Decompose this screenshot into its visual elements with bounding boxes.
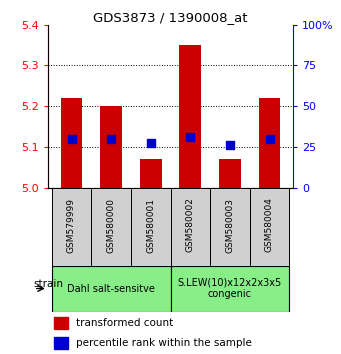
Bar — [258, 98, 280, 188]
Text: GSM580000: GSM580000 — [107, 198, 116, 252]
Bar — [131, 188, 170, 266]
Bar — [179, 45, 201, 188]
Bar — [140, 159, 162, 188]
Point — [148, 140, 153, 145]
Text: Dahl salt-sensitve: Dahl salt-sensitve — [67, 284, 155, 293]
Bar — [170, 188, 210, 266]
Bar — [54, 318, 69, 329]
Bar — [52, 188, 91, 266]
Bar — [91, 188, 131, 266]
Bar — [170, 266, 289, 312]
Text: GSM580001: GSM580001 — [146, 198, 155, 252]
Text: GSM580003: GSM580003 — [225, 198, 234, 252]
Text: strain: strain — [34, 279, 64, 289]
Text: GSM579999: GSM579999 — [67, 198, 76, 252]
Point — [188, 134, 193, 139]
Point — [227, 142, 233, 148]
Text: S.LEW(10)x12x2x3x5
congenic: S.LEW(10)x12x2x3x5 congenic — [178, 278, 282, 299]
Bar — [52, 266, 170, 312]
Bar — [100, 106, 122, 188]
Bar — [210, 188, 250, 266]
Point — [108, 136, 114, 142]
Text: GSM580004: GSM580004 — [265, 198, 274, 252]
Bar — [219, 159, 241, 188]
Point — [267, 136, 272, 142]
Text: GSM580002: GSM580002 — [186, 198, 195, 252]
Title: GDS3873 / 1390008_at: GDS3873 / 1390008_at — [93, 11, 248, 24]
Bar — [250, 188, 289, 266]
Bar — [54, 337, 69, 349]
Text: percentile rank within the sample: percentile rank within the sample — [76, 338, 252, 348]
Bar — [61, 98, 83, 188]
Text: transformed count: transformed count — [76, 318, 174, 329]
Point — [69, 136, 74, 142]
